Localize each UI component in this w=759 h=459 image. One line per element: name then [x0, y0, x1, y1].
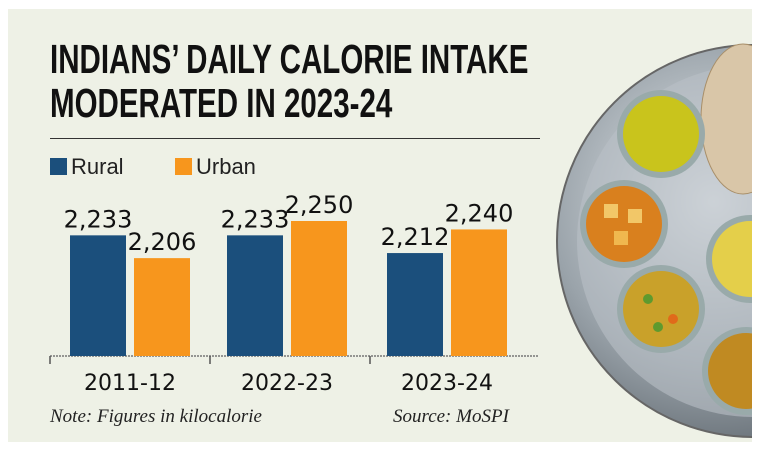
- x-tick-label: 2023-24: [401, 371, 493, 396]
- data-label: 2,206: [128, 228, 197, 256]
- infographic-panel: INDIANS’ DAILY CALORIE INTAKE MODERATED …: [8, 9, 752, 442]
- x-tick-label: 2022-23: [241, 371, 333, 396]
- title-line-1: INDIANS’ DAILY CALORIE INTAKE: [50, 36, 529, 82]
- bar-chart: 2,2332,2062011-122,2332,2502022-232,2122…: [49, 191, 538, 396]
- x-tick-label: 2011-12: [84, 371, 176, 396]
- legend-label-urban: Urban: [196, 154, 256, 179]
- bar-urban: [134, 258, 190, 356]
- bar-rural: [227, 235, 283, 356]
- bar-urban: [291, 221, 347, 356]
- legend-swatch-rural: [50, 158, 67, 175]
- title-divider: [50, 138, 540, 139]
- source-text: Source: MoSPI: [393, 406, 509, 427]
- bar-urban: [451, 229, 507, 356]
- bar-rural: [70, 235, 126, 356]
- data-label: 2,233: [221, 205, 290, 233]
- data-label: 2,240: [445, 199, 514, 227]
- data-label: 2,250: [285, 191, 354, 219]
- legend-swatch-urban: [175, 158, 192, 175]
- note-text: Note: Figures in kilocalorie: [50, 406, 262, 427]
- thali-plate-icon: [556, 43, 752, 438]
- bar-rural: [387, 253, 443, 356]
- data-label: 2,212: [381, 223, 450, 251]
- legend-label-rural: Rural: [71, 154, 124, 179]
- data-label: 2,233: [64, 205, 133, 233]
- title-line-2: MODERATED IN 2023-24: [50, 80, 393, 126]
